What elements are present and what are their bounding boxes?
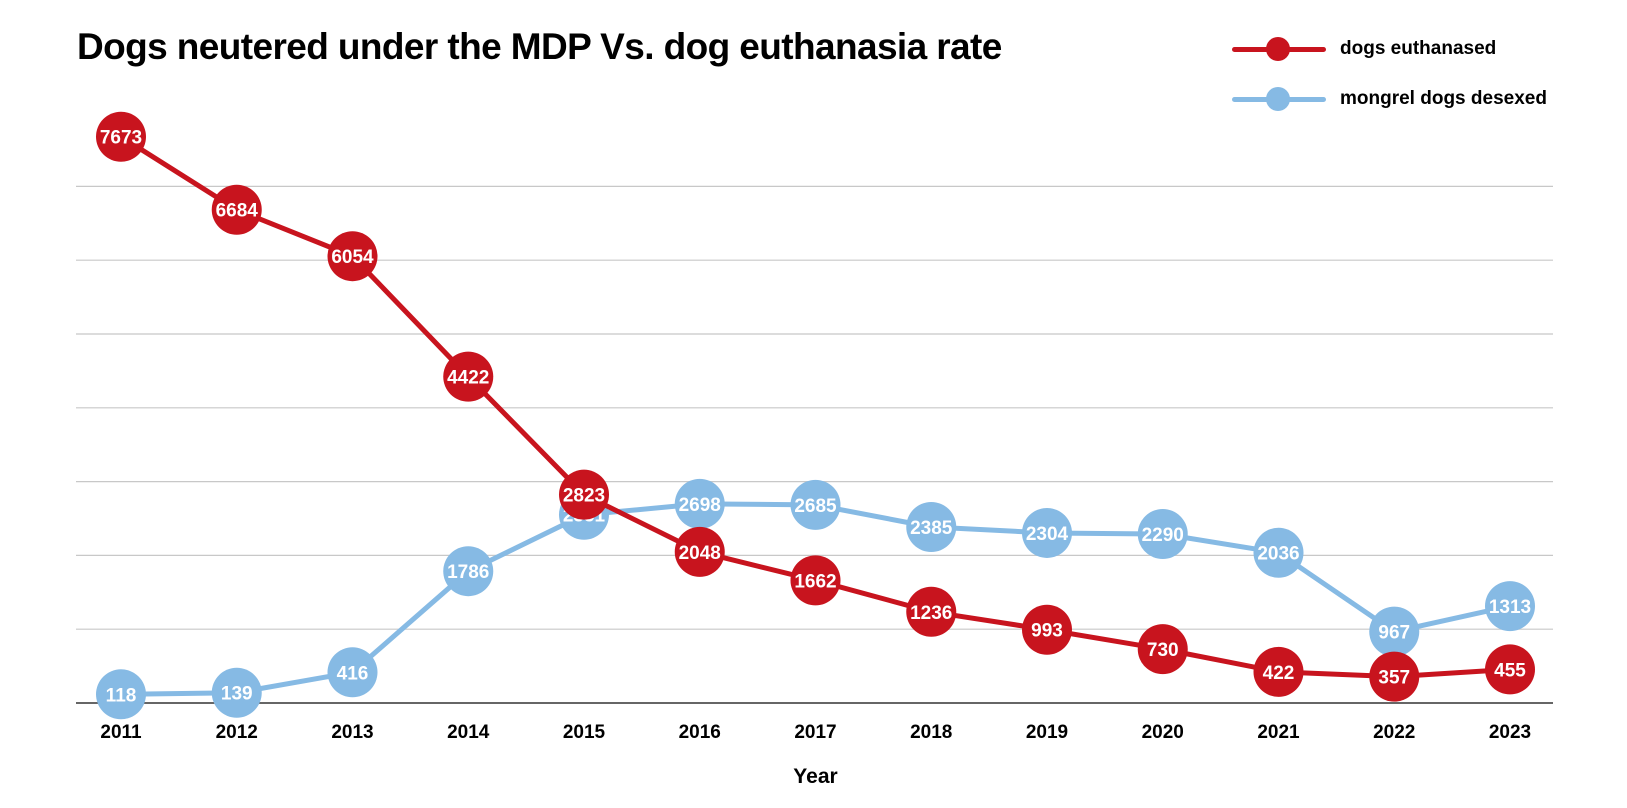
data-label: 7673 bbox=[100, 128, 142, 149]
data-point bbox=[96, 111, 146, 162]
x-tick-label: 2018 bbox=[910, 722, 952, 743]
data-label: 4422 bbox=[447, 368, 489, 389]
x-tick-label: 2013 bbox=[331, 722, 373, 743]
data-label: 2290 bbox=[1142, 525, 1184, 546]
x-tick-label: 2011 bbox=[100, 722, 142, 743]
data-label: 1786 bbox=[447, 562, 489, 583]
data-label: 2823 bbox=[563, 486, 605, 507]
data-label: 2304 bbox=[1026, 524, 1069, 545]
legend-item-dogs-euthanased: dogs euthanased bbox=[1232, 34, 1547, 64]
x-tick-label: 2014 bbox=[447, 722, 490, 743]
data-label: 967 bbox=[1378, 623, 1410, 644]
x-tick-label: 2021 bbox=[1257, 722, 1300, 743]
data-point bbox=[559, 469, 609, 520]
data-point bbox=[674, 478, 725, 529]
data-point bbox=[906, 586, 957, 637]
data-point bbox=[1485, 581, 1535, 632]
data-label: 118 bbox=[106, 685, 137, 706]
series-group: 1181394161786255126982685238523042290203… bbox=[96, 111, 1535, 720]
x-tick-label: 2017 bbox=[794, 722, 836, 743]
data-label: 139 bbox=[221, 684, 253, 705]
data-point bbox=[1253, 646, 1304, 697]
x-axis-title: Year bbox=[793, 765, 837, 788]
data-point bbox=[906, 501, 957, 552]
data-label: 422 bbox=[1263, 663, 1295, 684]
x-tick-label: 2012 bbox=[216, 722, 258, 743]
data-point bbox=[1022, 507, 1072, 558]
data-point bbox=[211, 184, 262, 235]
legend-item-mongrel-dogs-desexed: mongrel dogs desexed bbox=[1232, 84, 1547, 114]
data-point bbox=[790, 555, 841, 606]
data-label: 2385 bbox=[910, 518, 953, 539]
data-label: 2685 bbox=[794, 496, 837, 517]
x-tick-label: 2016 bbox=[679, 722, 721, 743]
legend-label: mongrel dogs desexed bbox=[1340, 88, 1547, 109]
data-label: 2698 bbox=[679, 495, 721, 516]
data-label: 993 bbox=[1031, 621, 1063, 642]
x-tick-label: 2023 bbox=[1489, 722, 1531, 743]
data-point bbox=[327, 647, 378, 698]
data-label: 1662 bbox=[794, 571, 836, 592]
data-label: 6684 bbox=[216, 201, 259, 222]
data-point bbox=[1022, 604, 1072, 655]
chart-legend: dogs euthanased mongrel dogs desexed bbox=[1232, 34, 1547, 134]
x-tick-label: 2015 bbox=[563, 722, 606, 743]
data-label: 416 bbox=[337, 663, 369, 684]
chart-title: Dogs neutered under the MDP Vs. dog euth… bbox=[77, 26, 1002, 67]
legend-marker-mongrel-dogs-desexed bbox=[1232, 84, 1326, 114]
x-axis-ticks: 2011 2012 2013 2014 2015 2016 2017 2018 2019 2020… bbox=[100, 722, 1531, 743]
data-point bbox=[96, 669, 146, 720]
legend-dot bbox=[1266, 37, 1290, 61]
x-tick-label: 2022 bbox=[1373, 722, 1415, 743]
data-label: 1313 bbox=[1489, 597, 1531, 618]
data-point bbox=[674, 526, 725, 577]
x-tick-label: 2019 bbox=[1026, 722, 1068, 743]
data-point bbox=[443, 546, 494, 597]
x-tick-label: 2020 bbox=[1142, 722, 1184, 743]
data-point bbox=[1137, 624, 1188, 675]
data-point bbox=[1137, 508, 1188, 559]
data-point bbox=[1485, 644, 1535, 695]
data-label: 6054 bbox=[331, 247, 374, 268]
legend-label: dogs euthanased bbox=[1340, 38, 1497, 59]
data-point bbox=[211, 667, 262, 718]
data-point bbox=[443, 351, 494, 402]
data-label: 2048 bbox=[679, 543, 721, 564]
data-label: 1236 bbox=[910, 603, 952, 624]
data-label: 2036 bbox=[1257, 544, 1299, 565]
legend-marker-dogs-euthanased bbox=[1232, 34, 1326, 64]
data-point bbox=[790, 479, 841, 530]
data-point bbox=[1369, 651, 1420, 702]
data-label: 357 bbox=[1378, 668, 1410, 689]
data-point bbox=[1369, 606, 1420, 657]
data-label: 455 bbox=[1494, 660, 1526, 681]
data-point bbox=[1253, 527, 1304, 578]
data-label: 730 bbox=[1147, 640, 1179, 661]
legend-dot bbox=[1266, 87, 1290, 111]
data-point bbox=[327, 231, 378, 282]
series-dogs-euthanased: 7673 6684 6054 4422 2823 2048 1662 1236 993 730 42… bbox=[96, 111, 1535, 702]
